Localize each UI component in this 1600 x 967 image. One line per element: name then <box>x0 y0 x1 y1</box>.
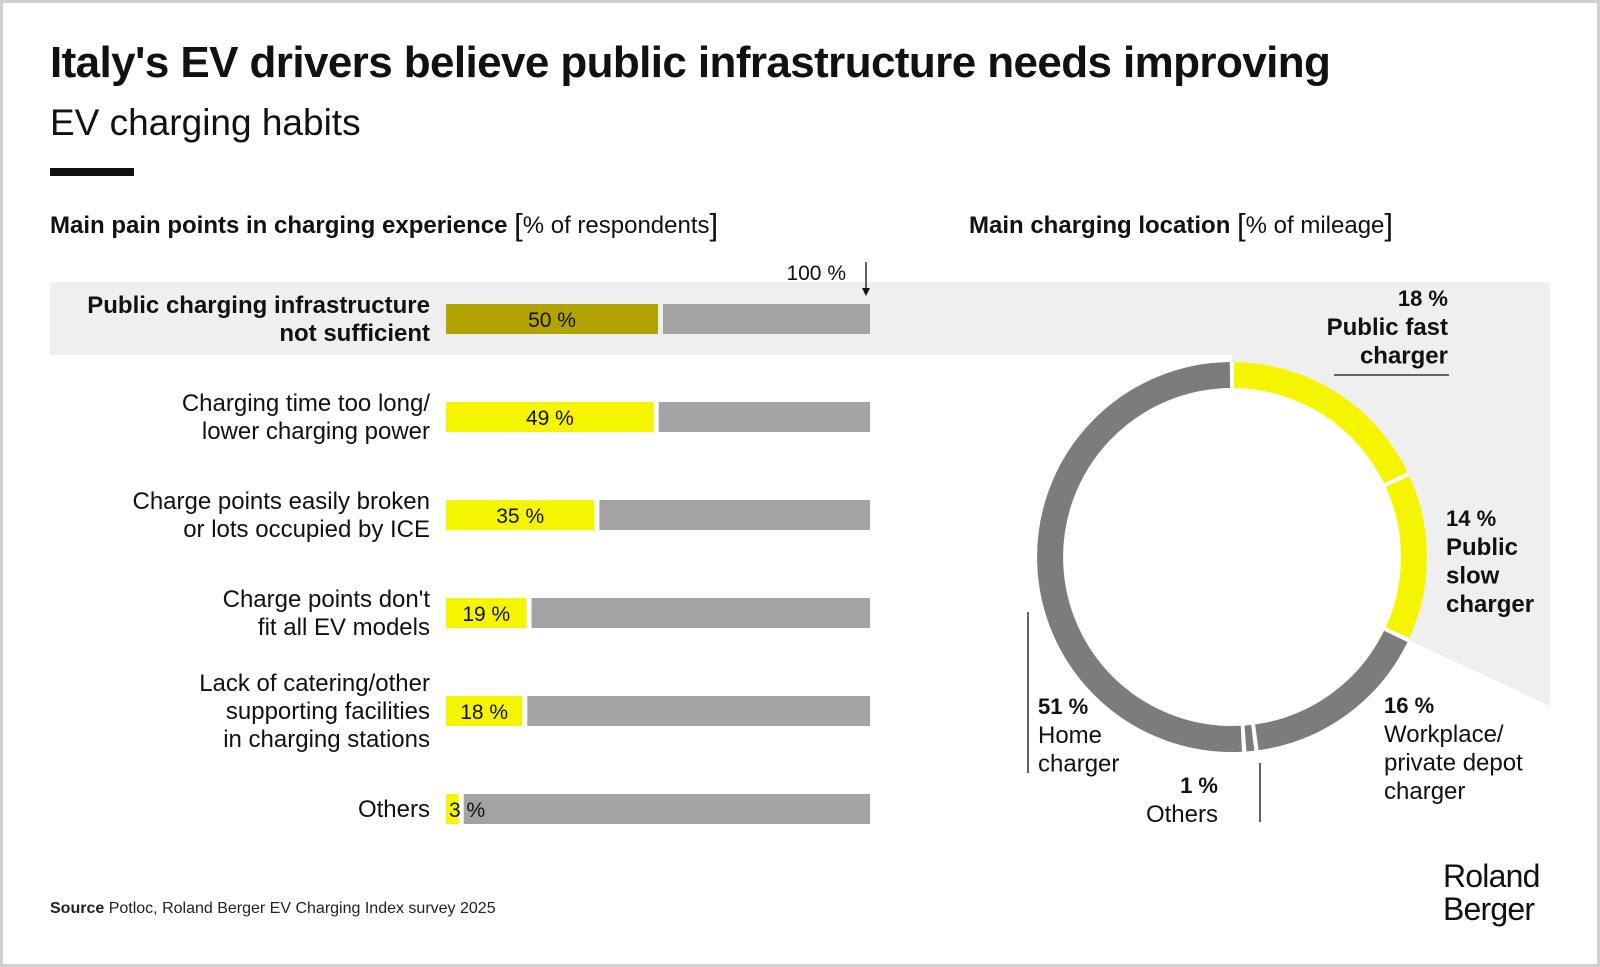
bar-remainder-1 <box>658 402 870 432</box>
donut-label-2-line-0: Workplace/ <box>1384 721 1504 748</box>
donut-chart-unit: % of mileage <box>1245 212 1385 239</box>
donut-label-0-line-1: charger <box>1360 343 1448 370</box>
bar-value-label-4: 18 % <box>460 701 508 724</box>
bar-value-0 <box>446 304 658 334</box>
donut-slice-0 <box>1233 362 1408 484</box>
reference-100-arrow <box>862 288 870 296</box>
donut-slice-3 <box>1244 724 1255 752</box>
bar-value-label-0: 50 % <box>528 309 576 332</box>
donut-label-4-value: 51 % <box>1038 694 1088 719</box>
bar-value-label-5: 3 % <box>449 799 485 822</box>
donut-label-1-line-2: charger <box>1446 591 1534 618</box>
source-label: Source <box>50 900 105 917</box>
bar-value-label-2: 35 % <box>496 505 544 528</box>
bar-value-2 <box>446 500 595 530</box>
bar-chart-heading: Main pain points in charging experience … <box>50 207 719 242</box>
category-label-5-0: Others <box>358 796 430 823</box>
bar-value-4 <box>446 696 523 726</box>
donut-label-2-value: 16 % <box>1384 693 1434 718</box>
bar-value-label-1: 49 % <box>526 407 574 430</box>
page-title: Italy's EV drivers believe public infras… <box>50 38 1331 87</box>
donut-label-3-line-0: Others <box>1146 801 1218 828</box>
category-label-0-0: Public charging infrastructure <box>87 292 430 319</box>
donut-label-3-value: 1 % <box>1180 773 1218 798</box>
logo-line-2: Berger <box>1443 891 1535 927</box>
donut-label-4-line-0: Home <box>1038 722 1102 749</box>
donut-label-0-value: 18 % <box>1398 286 1448 311</box>
donut-label-4-line-1: charger <box>1038 751 1119 778</box>
donut-label-1-value: 14 % <box>1446 506 1496 531</box>
bar-value-1 <box>446 402 654 432</box>
donut-chart-title: Main charging location <box>969 212 1231 239</box>
donut-slice-2 <box>1254 630 1408 751</box>
category-label-2-1: or lots occupied by ICE <box>183 516 430 543</box>
title-underline <box>50 168 134 176</box>
donut-callout-band <box>1232 355 1550 706</box>
bar-remainder-2 <box>599 500 870 530</box>
bar-remainder-5 <box>463 794 870 824</box>
category-label-2-0: Charge points easily broken <box>132 488 430 515</box>
category-label-0-1: not sufficient <box>279 320 430 347</box>
donut-slice-4 <box>1037 362 1243 752</box>
category-label-4-0: Lack of catering/other <box>199 670 430 697</box>
source-text: Potloc, Roland Berger EV Charging Index … <box>108 900 496 917</box>
page-subtitle: EV charging habits <box>50 102 361 143</box>
donut-label-0-line-0: Public fast <box>1327 314 1448 341</box>
donut-label-2-line-2: charger <box>1384 778 1465 805</box>
donut-label-1-line-1: slow <box>1446 563 1500 590</box>
category-label-4-1: supporting facilities <box>226 698 430 725</box>
logo-line-1: Roland <box>1443 858 1540 894</box>
reference-100-label: 100 % <box>786 262 846 285</box>
bar-value-label-3: 19 % <box>462 603 510 626</box>
source-note: Source Potloc, Roland Berger EV Charging… <box>50 900 496 918</box>
bar-value-3 <box>446 598 527 628</box>
roland-berger-logo: Roland Berger <box>1443 860 1540 926</box>
category-label-3-0: Charge points don't <box>223 586 431 613</box>
bar-remainder-0 <box>663 304 870 334</box>
category-label-3-1: fit all EV models <box>258 614 430 641</box>
donut-chart-heading: Main charging location [% of mileage] <box>969 207 1394 242</box>
bar-remainder-3 <box>531 598 870 628</box>
bar-chart-unit: % of respondents <box>522 212 710 239</box>
donut-label-2-line-1: private depot <box>1384 750 1523 777</box>
category-label-1-1: lower charging power <box>202 418 430 445</box>
donut-label-1-line-0: Public <box>1446 534 1518 561</box>
donut-slice-1 <box>1385 475 1427 639</box>
bar-chart-title: Main pain points in charging experience <box>50 212 508 239</box>
category-label-4-2: in charging stations <box>223 726 430 753</box>
bar-value-5 <box>446 794 459 824</box>
bar-remainder-4 <box>527 696 870 726</box>
category-label-1-0: Charging time too long/ <box>182 390 430 417</box>
